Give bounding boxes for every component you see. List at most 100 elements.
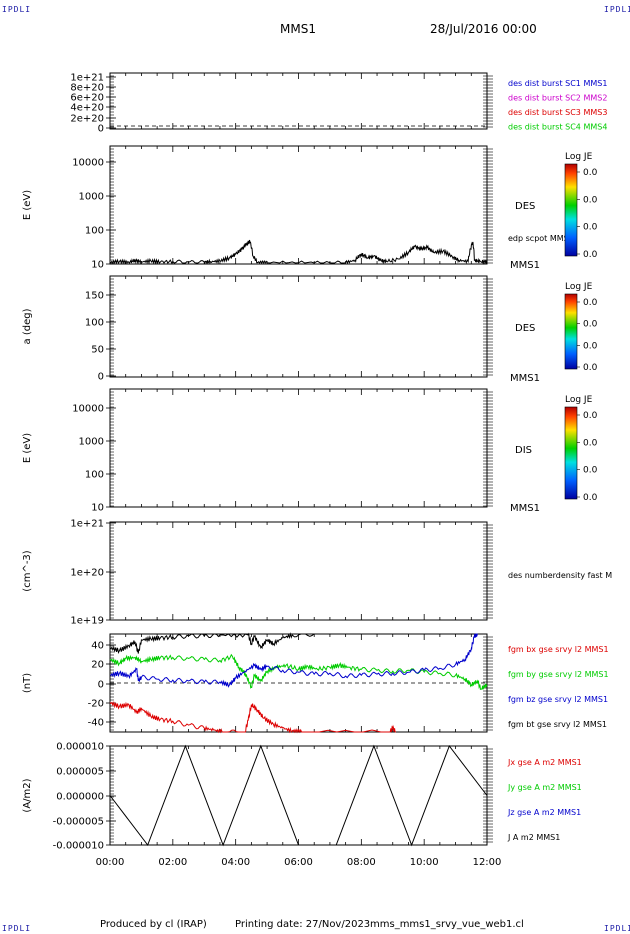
y-axis-label: (nT) [22, 673, 33, 693]
y-tick-label: 10 [91, 260, 104, 271]
spacecraft-title: MMS1 [280, 22, 316, 36]
colorbar-tick-label: 0.0 [583, 341, 598, 351]
legend-entry: des dist burst SC2 MMS2 [508, 94, 607, 103]
legend-entry: Jx gse A m2 MMS1 [507, 758, 582, 767]
colorbar-tick-label: 0.0 [583, 195, 598, 205]
colorbar-tick-label: 0.0 [583, 411, 598, 421]
y-tick-label: 100 [85, 470, 104, 481]
y-tick-label: 1000 [79, 192, 104, 203]
time-tick-label: 10:00 [410, 857, 439, 868]
y-tick-label: -0.000005 [53, 817, 104, 828]
y-tick-label: 6e+20 [70, 93, 104, 104]
panel-frame [109, 521, 488, 621]
y-tick-label: 10000 [72, 158, 104, 169]
legend-entry: des dist burst SC3 MMS3 [508, 108, 607, 117]
colorbar-tick-label: 0.0 [583, 298, 598, 308]
corner-mark-bottom-right: IPDLI [604, 924, 630, 933]
date-time-title: 28/Jul/2016 00:00 [430, 22, 537, 36]
side-label: edp scpot MMS1 [508, 234, 574, 243]
colorbar-tick-label: 0.0 [583, 493, 598, 503]
y-tick-label: 8e+20 [70, 83, 104, 94]
y-tick-label: 0 [98, 680, 104, 691]
panel-frame [109, 388, 488, 508]
y-axis-label: E (eV) [22, 190, 33, 220]
y-tick-label: 0.000005 [56, 767, 104, 778]
y-tick-label: 100 [85, 226, 104, 237]
colorbar-tick-label: 0.0 [583, 320, 598, 330]
corner-mark-bottom-left: IPDLI [2, 924, 32, 933]
legend-entry: Jy gse A m2 MMS1 [507, 783, 582, 792]
y-tick-label: -0.000010 [53, 841, 104, 852]
side-label: des numberdensity fast M [508, 571, 612, 580]
time-tick-label: 06:00 [284, 857, 313, 868]
legend-entry: des dist burst SC4 MMS4 [508, 123, 607, 132]
colorbar-tick-label: 0.0 [583, 363, 598, 373]
legend-entry: fgm bx gse srvy l2 MMS1 [508, 645, 609, 654]
series-line [109, 633, 478, 688]
time-tick-label: 02:00 [158, 857, 187, 868]
y-tick-label: 50 [91, 345, 104, 356]
y-axis-label: E (eV) [22, 433, 33, 463]
colorbar-tick-label: 0.0 [583, 223, 598, 233]
y-tick-label: 150 [85, 291, 104, 302]
y-tick-label: -20 [88, 699, 104, 710]
instrument-label: DES [515, 201, 535, 212]
y-tick-label: 10000 [72, 404, 104, 415]
y-tick-label: 1000 [79, 437, 104, 448]
panel-frame [109, 145, 488, 265]
y-axis-label: a (deg) [22, 308, 33, 344]
colorbar-tick-label: 0.0 [583, 168, 598, 178]
colorbar-title: Log JE [565, 395, 593, 405]
time-tick-label: 04:00 [221, 857, 250, 868]
series-line [109, 744, 488, 847]
legend-entry: Jz gse A m2 MMS1 [507, 808, 581, 817]
colorbar [564, 163, 578, 257]
y-tick-label: 1e+19 [70, 616, 104, 627]
y-tick-label: 10 [91, 503, 104, 514]
colorbar [564, 406, 578, 500]
colorbar-tick-label: 0.0 [583, 466, 598, 476]
y-tick-label: 0.000010 [56, 742, 104, 753]
footer-produced-by: Produced by cl (IRAP) [100, 919, 207, 930]
footer-printing-date: Printing date: 27/Nov/2023 [235, 919, 371, 930]
instrument-label: DIS [515, 445, 532, 456]
corner-mark-top-left: IPDLI [2, 5, 32, 14]
time-tick-label: 12:00 [473, 857, 502, 868]
y-axis-label: (A/m2) [22, 778, 33, 812]
legend-entry: fgm bt gse srvy l2 MMS1 [508, 720, 607, 729]
y-tick-label: 1e+21 [70, 519, 104, 530]
y-tick-label: 40 [91, 641, 104, 652]
spacecraft-label: MMS1 [510, 503, 540, 514]
series-line [109, 700, 396, 734]
series-line [109, 632, 315, 654]
footer-filename: mms_mms1_srvy_vue_web1.cl [370, 919, 524, 930]
y-tick-label: 2e+20 [70, 114, 104, 125]
y-tick-label: 100 [85, 318, 104, 329]
series-line [109, 239, 488, 265]
y-tick-label: 20 [91, 660, 104, 671]
legend-entry: fgm by gse srvy l2 MMS1 [508, 670, 609, 679]
panel-frame [109, 275, 488, 378]
legend-entry: des dist burst SC1 MMS1 [508, 79, 607, 88]
colorbar-title: Log JE [565, 282, 593, 292]
colorbar [564, 293, 578, 370]
y-tick-label: 1e+21 [70, 73, 104, 84]
instrument-label: DES [515, 323, 535, 334]
legend-entry: J A m2 MMS1 [507, 833, 560, 842]
colorbar-title: Log JE [565, 152, 593, 162]
y-axis-label: (cm^-3) [22, 550, 33, 591]
y-tick-label: 1e+20 [70, 568, 104, 579]
legend-entry: fgm bz gse srvy l2 MMS1 [508, 695, 608, 704]
spacecraft-label: MMS1 [510, 260, 540, 271]
corner-mark-top-right: IPDLI [604, 5, 630, 14]
panel-frame [109, 72, 488, 130]
y-tick-label: -40 [88, 718, 104, 729]
time-tick-label: 08:00 [347, 857, 376, 868]
y-tick-label: 4e+20 [70, 103, 104, 114]
colorbar-tick-label: 0.0 [583, 250, 598, 260]
time-tick-label: 00:00 [96, 857, 125, 868]
y-tick-label: 0.000000 [56, 792, 104, 803]
colorbar-tick-label: 0.0 [583, 438, 598, 448]
y-tick-label: 0 [98, 372, 104, 383]
